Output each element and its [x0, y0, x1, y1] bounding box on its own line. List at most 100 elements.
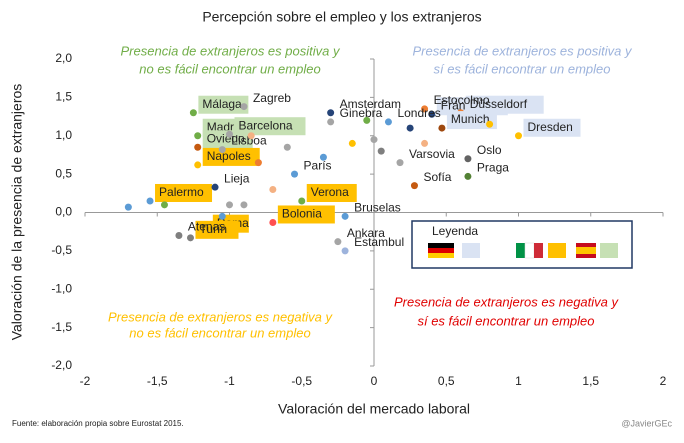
- point: [211, 183, 219, 191]
- point-label: Málaga: [202, 97, 242, 111]
- point-label: Sofía: [423, 170, 451, 184]
- point: [218, 212, 226, 220]
- point-label: París: [304, 158, 332, 172]
- credit: @JavierGEc: [621, 418, 672, 428]
- point: [428, 110, 436, 118]
- x-axis-label: Valoración del mercado laboral: [278, 401, 470, 417]
- quadrant-note: Presencia de extranjeros es negativa y: [394, 294, 620, 309]
- x-tick-label: 0: [371, 374, 378, 388]
- quadrant-note: Presencia de extranjeros es positiva y: [413, 43, 633, 58]
- point: [384, 118, 392, 126]
- point: [194, 161, 202, 169]
- point: [226, 130, 233, 138]
- point-label: Estambul: [354, 235, 404, 249]
- point-label: Ankara: [347, 226, 385, 240]
- point: [298, 197, 306, 205]
- quadrant-note: Presencia de extranjeros es negativa y: [108, 309, 334, 324]
- flag-de: [428, 243, 454, 258]
- point-label: Bruselas: [354, 201, 401, 215]
- point: [515, 132, 522, 140]
- y-tick-label: 0,5: [55, 166, 72, 180]
- label-box: [523, 118, 581, 137]
- point: [486, 120, 494, 128]
- x-tick-label: 1,5: [582, 374, 599, 388]
- point: [186, 234, 194, 242]
- y-axis-label: Valoración de la presencia de extranjero…: [9, 84, 25, 341]
- point: [334, 238, 342, 246]
- point: [406, 124, 414, 132]
- point: [348, 139, 356, 147]
- point: [247, 132, 255, 140]
- y-tick-label: 1,0: [55, 128, 72, 142]
- point: [189, 109, 197, 117]
- point-label: Düsseldorf: [470, 97, 528, 111]
- point: [240, 103, 248, 111]
- point-label: Lisboa: [231, 134, 267, 148]
- point-label: Napoles: [207, 149, 251, 163]
- y-tick-label: -1,0: [51, 281, 72, 295]
- point: [194, 143, 202, 151]
- point: [269, 185, 277, 193]
- point-label: Zagreb: [253, 91, 291, 105]
- legend-swatch: [548, 243, 566, 258]
- point-label: Dresden: [528, 120, 573, 134]
- point: [421, 139, 429, 147]
- legend-swatch: [600, 243, 618, 258]
- quadrant-note: Presencia de extranjeros es positiva y: [121, 43, 341, 58]
- point: [291, 170, 299, 178]
- point: [146, 197, 154, 205]
- label-box: [234, 117, 306, 136]
- x-tick-label: -0,5: [291, 374, 312, 388]
- point-label: Estocolmo: [434, 93, 490, 107]
- point: [283, 143, 291, 151]
- point: [377, 147, 385, 155]
- chart-title: Percepción sobre el empleo y los extranj…: [202, 9, 481, 25]
- y-tick-label: 0,0: [55, 205, 72, 219]
- point: [341, 212, 349, 220]
- point: [327, 118, 335, 126]
- point: [396, 159, 404, 167]
- x-tick-label: 2: [660, 374, 667, 388]
- label-box: [446, 111, 497, 130]
- point-label: Praga: [477, 161, 509, 175]
- label-box: [306, 183, 357, 202]
- x-tick-label: 1: [515, 374, 522, 388]
- point-label: Oslo: [477, 143, 502, 157]
- point: [341, 247, 349, 255]
- point: [218, 146, 226, 154]
- point-label: Varsovia: [409, 147, 455, 161]
- source: Fuente: elaboración propia sobre Eurosta…: [12, 419, 184, 428]
- label-box: [155, 183, 213, 202]
- point: [226, 201, 233, 209]
- point: [240, 201, 248, 209]
- point: [319, 153, 327, 161]
- y-tick-label: 2,0: [55, 51, 72, 65]
- point: [194, 132, 202, 140]
- point-label: Londres: [397, 106, 440, 120]
- point: [410, 182, 418, 190]
- point: [464, 155, 472, 163]
- quadrant-note: sí es fácil encontrar un empleo: [433, 61, 610, 76]
- point: [175, 232, 183, 240]
- point-label: Amsterdam: [340, 97, 401, 111]
- point: [438, 124, 446, 132]
- point: [254, 159, 262, 167]
- label-box: [277, 205, 335, 224]
- point-label: Bolonia: [282, 207, 322, 221]
- x-tick-label: 0,5: [438, 374, 455, 388]
- point: [421, 105, 429, 113]
- x-tick-label: -1: [224, 374, 235, 388]
- y-tick-label: -2,0: [51, 358, 72, 372]
- point: [124, 203, 132, 211]
- label-box: [198, 95, 249, 114]
- point: [160, 201, 168, 209]
- point: [363, 116, 371, 124]
- point-label: Munich: [451, 112, 490, 126]
- legend-title: Leyenda: [432, 224, 478, 238]
- point-label: Verona: [311, 185, 349, 199]
- point-label: Atenas: [188, 220, 225, 234]
- flag-it: [516, 242, 543, 259]
- quadrant-note: no es fácil encontrar un empleo: [139, 61, 320, 76]
- point-label: Palermo: [159, 185, 204, 199]
